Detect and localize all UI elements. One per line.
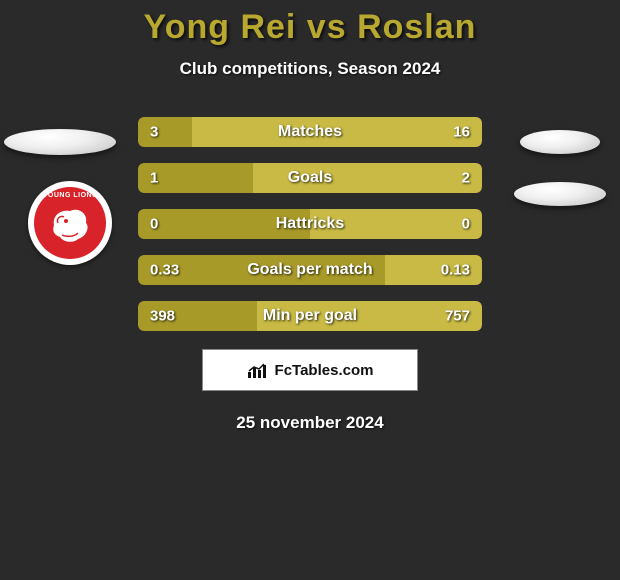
stat-bar: 12Goals [138,163,482,193]
lion-icon [48,205,92,245]
decoration-ellipse [514,182,606,206]
crest-inner: YOUNG LIONS [34,187,106,259]
stat-right-value: 0.13 [441,262,470,279]
page-subtitle: Club competitions, Season 2024 [0,59,620,79]
attribution-box: FcTables.com [202,349,418,391]
stat-bar: 00Hattricks [138,209,482,239]
stat-right-value: 0 [462,216,470,233]
stat-left-value: 0.33 [150,262,179,279]
stat-left-value: 398 [150,308,175,325]
chart-icon [247,362,269,378]
chart-area: YOUNG LIONS 316Matches12Goals00Hattricks… [0,117,620,337]
comparison-bars: 316Matches12Goals00Hattricks0.330.13Goal… [138,117,482,347]
stat-bar: 398757Min per goal [138,301,482,331]
stat-bar-right [192,117,482,147]
stat-bar-right [310,209,482,239]
stat-bar-left [138,209,310,239]
attribution-text: FcTables.com [275,362,374,379]
stat-right-value: 757 [445,308,470,325]
stat-bar: 0.330.13Goals per match [138,255,482,285]
team-crest: YOUNG LIONS [28,181,112,265]
crest-label: YOUNG LIONS [34,192,106,199]
date-label: 25 november 2024 [0,413,620,433]
stat-left-value: 1 [150,170,158,187]
stat-left-value: 0 [150,216,158,233]
stat-bar-left [138,117,192,147]
crest-outer-ring: YOUNG LIONS [28,181,112,265]
stat-left-value: 3 [150,124,158,141]
comparison-card: Yong Rei vs Roslan Club competitions, Se… [0,0,620,433]
decoration-ellipse [4,129,116,155]
stat-right-value: 16 [453,124,470,141]
stat-bar: 316Matches [138,117,482,147]
decoration-ellipse [520,130,600,154]
stat-right-value: 2 [462,170,470,187]
stat-bar-right [253,163,482,193]
page-title: Yong Rei vs Roslan [0,8,620,47]
